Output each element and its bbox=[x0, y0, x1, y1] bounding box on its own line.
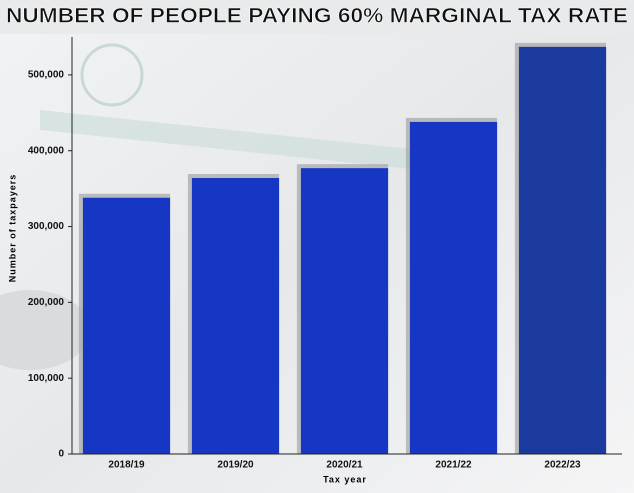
decor bbox=[80, 43, 144, 107]
decor bbox=[40, 110, 420, 170]
bar bbox=[409, 121, 498, 454]
bar bbox=[518, 46, 607, 455]
y-tick-label: 0 bbox=[58, 449, 64, 460]
x-tick-label: 2018/19 bbox=[108, 460, 145, 471]
x-tick-label: 2022/23 bbox=[544, 460, 581, 471]
y-tick-label: 500,000 bbox=[28, 70, 65, 81]
chart-title: NUMBER OF PEOPLE PAYING 60% MARGINAL TAX… bbox=[6, 5, 628, 28]
x-axis-label: Tax year bbox=[323, 474, 367, 484]
y-tick-label: 100,000 bbox=[28, 373, 65, 384]
bar bbox=[300, 168, 389, 454]
x-tick-label: 2021/22 bbox=[435, 460, 472, 471]
bar bbox=[191, 178, 280, 454]
y-tick-label: 200,000 bbox=[28, 297, 65, 308]
y-tick-label: 400,000 bbox=[28, 145, 65, 156]
decor bbox=[0, 290, 90, 370]
y-tick-label: 300,000 bbox=[28, 221, 65, 232]
bar bbox=[82, 197, 171, 454]
y-axis-label: Number of taxpayers bbox=[7, 174, 17, 283]
x-tick-label: 2020/21 bbox=[326, 460, 363, 471]
title-band bbox=[0, 0, 634, 34]
x-tick-label: 2019/20 bbox=[217, 460, 254, 471]
